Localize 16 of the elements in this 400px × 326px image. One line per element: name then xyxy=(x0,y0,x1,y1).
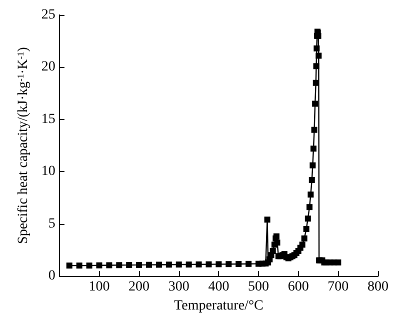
y-tick-label: 20 xyxy=(41,60,56,75)
x-tick-label: 700 xyxy=(328,280,349,294)
y-axis-title: Specific heat capacity/(kJ·kg-1·K-1) xyxy=(16,46,31,244)
y-tick-label: 10 xyxy=(41,164,56,180)
x-tick-label: 500 xyxy=(248,280,270,294)
y-tick-label: 25 xyxy=(41,8,56,22)
x-tick-label: 800 xyxy=(368,280,388,294)
x-tick-label: 200 xyxy=(128,280,150,294)
x-tick-label: 400 xyxy=(208,280,230,294)
x-axis-title: Temperature/°C xyxy=(174,298,264,314)
x-tick-label: 100 xyxy=(88,280,110,294)
y-tick-label: 0 xyxy=(48,268,56,284)
y-tick-label: 15 xyxy=(41,112,56,127)
x-tick-label: 600 xyxy=(288,280,309,294)
y-tick-label: 5 xyxy=(48,216,56,232)
x-tick-label: 300 xyxy=(168,280,190,294)
